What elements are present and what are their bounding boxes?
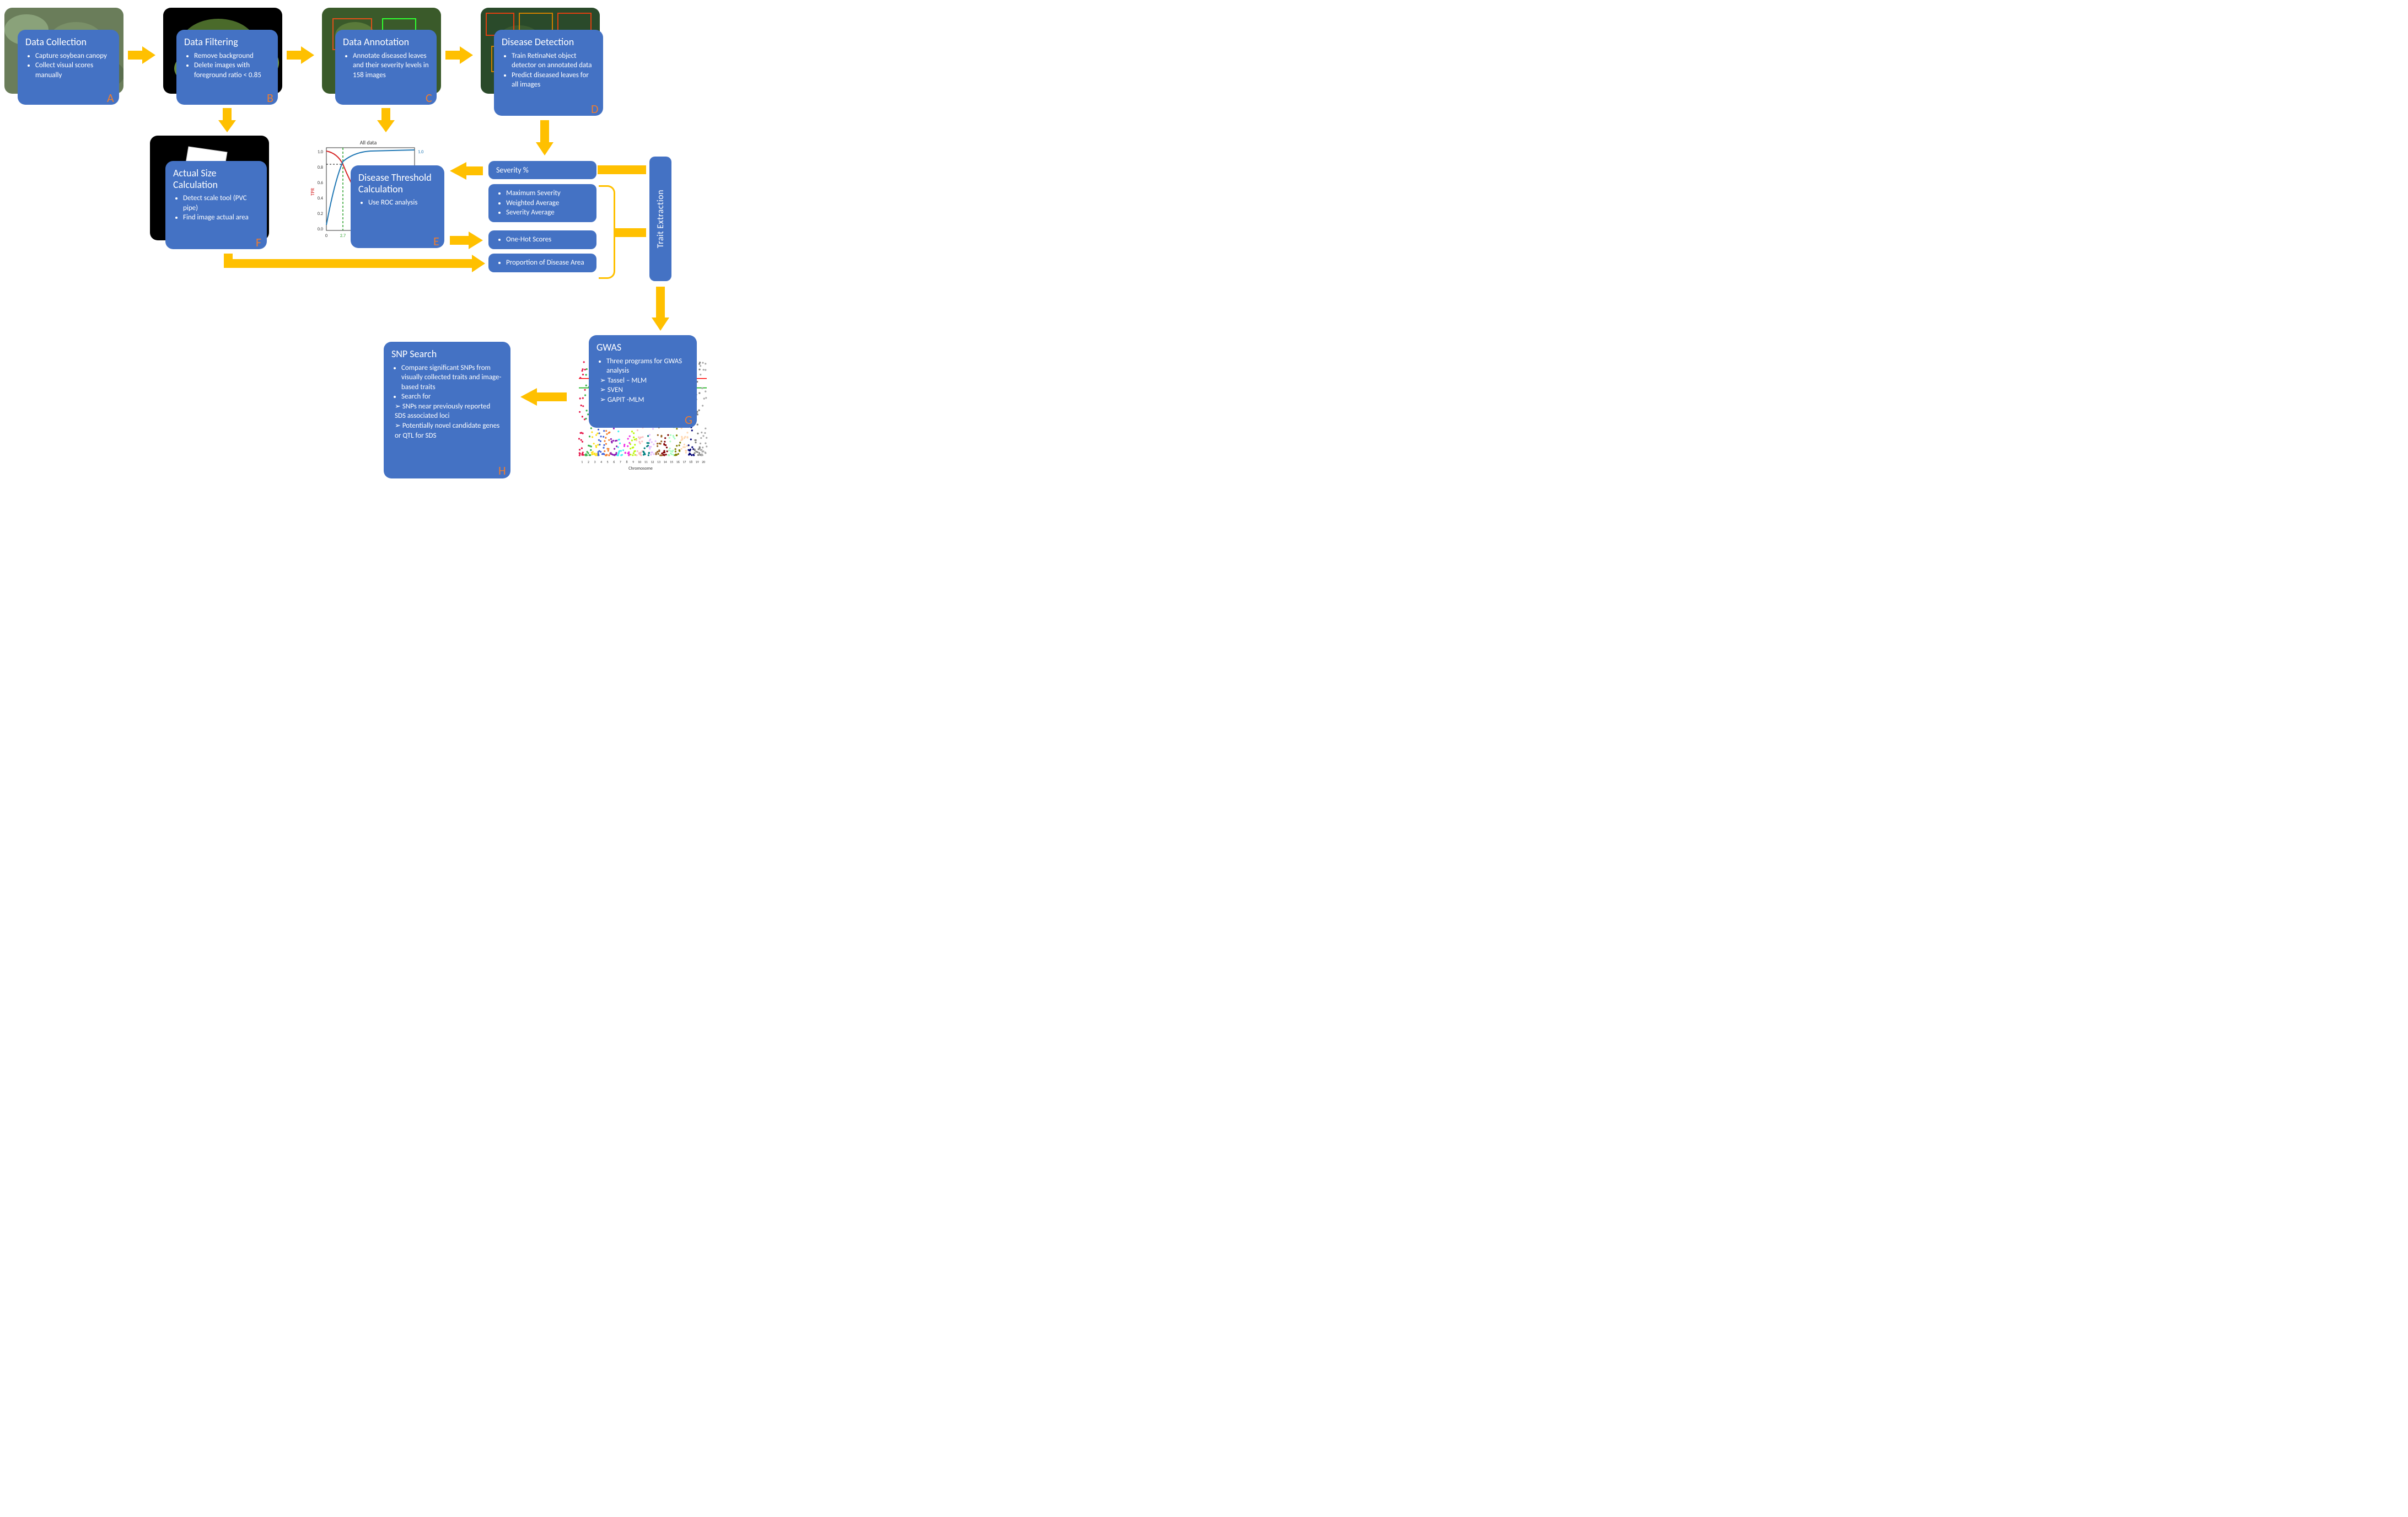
svg-text:1: 1: [581, 460, 583, 464]
svg-text:9: 9: [632, 460, 634, 464]
brace-traits: [599, 185, 615, 279]
box-list-chev: Tassel – MLM SVEN GAPIT -MLM: [596, 376, 689, 405]
svg-text:7: 7: [620, 460, 621, 464]
box-title: Data Collection: [25, 36, 111, 48]
box-title: GWAS: [596, 342, 689, 353]
svg-text:TPR: TPR: [310, 188, 316, 196]
arrow-trait-gwas: [649, 287, 671, 333]
box-disease-threshold: Disease Threshold Calculation Use ROC an…: [351, 165, 444, 248]
svg-text:17: 17: [682, 460, 686, 464]
box-disease-detection: Disease Detection Train RetinaNet object…: [494, 30, 603, 116]
pill-trait-group1: Maximum Severity Weighted Average Severi…: [488, 184, 596, 222]
box-title: Disease Threshold Calculation: [358, 172, 437, 195]
arrow-b-c: [287, 44, 314, 69]
svg-text:15: 15: [670, 460, 673, 464]
box-list: Compare significant SNPs from visually c…: [391, 363, 503, 402]
svg-text:2: 2: [588, 460, 589, 464]
svg-text:0: 0: [325, 233, 327, 239]
svg-text:5: 5: [607, 460, 609, 464]
letter-f: F: [256, 235, 261, 250]
arrow-c-d: [445, 44, 473, 69]
box-gwas: GWAS Three programs for GWAS analysis Ta…: [589, 335, 697, 428]
svg-text:18: 18: [689, 460, 692, 464]
connector-sev-right: [598, 165, 646, 174]
box-snp-search: SNP Search Compare significant SNPs from…: [384, 342, 510, 478]
svg-text:16: 16: [676, 460, 680, 464]
box-list: Detect scale tool (PVC pipe) Find image …: [173, 193, 259, 223]
svg-text:1.0: 1.0: [318, 149, 323, 155]
connector-f-right: [224, 259, 461, 268]
box-list: Train RetinaNet object detector on annot…: [502, 51, 595, 90]
arrow-d-severity: [534, 120, 556, 158]
letter-h: H: [498, 463, 506, 478]
arrow-a-b: [128, 44, 155, 69]
svg-text:14: 14: [664, 460, 667, 464]
box-title: Data Annotation: [343, 36, 429, 48]
arrow-c-e: [375, 108, 397, 135]
svg-text:19: 19: [696, 460, 699, 464]
arrow-f-proportion: [460, 252, 485, 277]
svg-text:0.6: 0.6: [318, 180, 323, 186]
arrow-gwas-snp: [520, 386, 567, 411]
box-title: SNP Search: [391, 348, 503, 360]
pill-trait-group3: Proportion of Disease Area: [488, 254, 596, 272]
letter-d: D: [591, 101, 599, 116]
letter-c: C: [426, 90, 432, 105]
svg-text:6: 6: [613, 460, 615, 464]
box-data-filtering: Data Filtering Remove background Delete …: [176, 30, 278, 105]
svg-text:11: 11: [644, 460, 648, 464]
box-list: Capture soybean canopy Collect visual sc…: [25, 51, 111, 80]
connector-brace-vert: [615, 228, 646, 237]
svg-text:2.7: 2.7: [340, 233, 346, 239]
arrow-b-f: [216, 108, 238, 135]
arrow-severity-e: [450, 160, 483, 185]
arrow-e-onehot: [450, 229, 483, 254]
box-list-chev: SNPs near previously reported SDS associ…: [391, 402, 503, 440]
svg-text:1.0: 1.0: [418, 149, 423, 155]
svg-text:Chromosome: Chromosome: [628, 466, 653, 471]
svg-text:0.2: 0.2: [318, 211, 323, 217]
box-title: Data Filtering: [184, 36, 270, 48]
svg-text:8: 8: [626, 460, 627, 464]
svg-text:3: 3: [594, 460, 595, 464]
box-list: Use ROC analysis: [358, 198, 437, 208]
pill-trait-group2: One-Hot Scores: [488, 230, 596, 249]
box-list: Annotate diseased leaves and their sever…: [343, 51, 429, 80]
svg-text:0.0: 0.0: [318, 227, 323, 232]
box-list: Remove background Delete images with for…: [184, 51, 270, 80]
box-data-annotation: Data Annotation Annotate diseased leaves…: [335, 30, 437, 105]
box-actual-size: Actual Size Calculation Detect scale too…: [165, 161, 267, 249]
letter-g: G: [685, 412, 692, 427]
box-list: Three programs for GWAS analysis: [596, 357, 689, 376]
svg-text:0.4: 0.4: [318, 196, 323, 201]
letter-b: B: [267, 90, 273, 105]
box-title: Actual Size Calculation: [173, 168, 259, 190]
svg-text:12: 12: [651, 460, 654, 464]
vertical-trait-extraction: Trait Extraction: [649, 157, 671, 281]
svg-text:20: 20: [702, 460, 705, 464]
roc-title: All data: [360, 139, 377, 146]
svg-text:0.8: 0.8: [318, 165, 323, 170]
svg-text:13: 13: [657, 460, 660, 464]
letter-e: E: [433, 234, 439, 249]
letter-a: A: [107, 90, 114, 105]
svg-text:4: 4: [600, 460, 602, 464]
svg-text:10: 10: [638, 460, 641, 464]
box-data-collection: Data Collection Capture soybean canopy C…: [18, 30, 119, 105]
box-title: Disease Detection: [502, 36, 595, 48]
pill-severity: Severity %: [488, 161, 596, 179]
